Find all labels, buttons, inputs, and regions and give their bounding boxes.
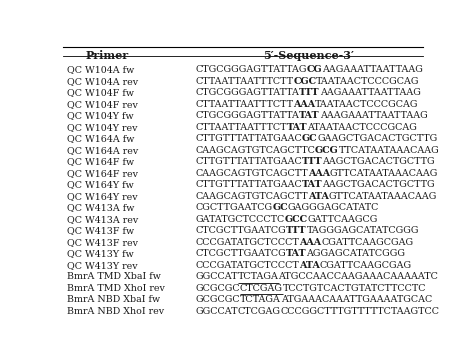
Text: TCTAGA: TCTAGA [237,272,279,281]
Text: QC W164Y rev: QC W164Y rev [66,192,137,201]
Text: AAGAAATTAATTAAG: AAGAAATTAATTAAG [322,66,423,74]
Text: GATATGCTCCCTC: GATATGCTCCCTC [195,215,284,224]
Text: CGATTCAAGCGAG: CGATTCAAGCGAG [321,238,413,247]
Text: QC W104A fw: QC W104A fw [66,66,134,74]
Text: AAA: AAA [299,238,321,247]
Text: CCCGATATGCTCCCT: CCCGATATGCTCCCT [195,261,299,270]
Text: CTCGCTTGAATCG: CTCGCTTGAATCG [195,226,286,235]
Text: QC W413Y rev: QC W413Y rev [66,261,137,270]
Text: QC W164A fw: QC W164A fw [66,134,134,143]
Text: QC W413A fw: QC W413A fw [66,203,134,212]
Text: CTGCGGGAGTTATTAG: CTGCGGGAGTTATTAG [195,66,307,74]
Text: 5′-Sequence-3′: 5′-Sequence-3′ [264,50,355,61]
Text: CCCGGCTTTGTTTTTCTAAGTCC: CCCGGCTTTGTTTTTCTAAGTCC [281,307,440,316]
Text: CG: CG [307,66,322,74]
Text: BmrA TMD XbaI fw: BmrA TMD XbaI fw [66,272,161,281]
Text: CGATTCAAGCGAG: CGATTCAAGCGAG [320,261,412,270]
Text: QC W164Y fw: QC W164Y fw [66,180,133,189]
Text: TAATAACTCCCGCAG: TAATAACTCCCGCAG [315,100,419,109]
Text: TAGGGAGCATATCGGG: TAGGGAGCATATCGGG [307,226,419,235]
Text: GGCCAT: GGCCAT [195,272,237,281]
Text: QC W413F fw: QC W413F fw [66,226,134,235]
Text: AAGAAATTAATTAAG: AAGAAATTAATTAAG [319,88,420,97]
Text: GCGCGC: GCGCGC [195,295,240,304]
Text: AAA: AAA [308,169,330,178]
Text: QC W413A rev: QC W413A rev [66,215,138,224]
Text: TTCATAATAAACAAG: TTCATAATAAACAAG [339,146,439,155]
Text: AAGCTGACACTGCTTG: AAGCTGACACTGCTTG [322,180,435,189]
Text: QC W104Y fw: QC W104Y fw [66,111,133,120]
Text: QC W104F fw: QC W104F fw [66,88,134,97]
Text: TAATAACTCCCGCAG: TAATAACTCCCGCAG [316,77,420,86]
Text: ATA: ATA [299,261,320,270]
Text: TTT: TTT [302,157,322,166]
Text: GAAGCTGACACTGCTTG: GAAGCTGACACTGCTTG [318,134,438,143]
Text: GCC: GCC [284,215,308,224]
Text: CAAGCAGTGTCAGCTT: CAAGCAGTGTCAGCTT [195,169,308,178]
Text: CTTGTTTATTATGAAC: CTTGTTTATTATGAAC [195,134,302,143]
Text: TTT: TTT [299,88,319,97]
Text: CGC: CGC [293,77,316,86]
Text: CTCGAG: CTCGAG [240,284,283,293]
Text: QC W164F fw: QC W164F fw [66,157,134,166]
Text: AGGAGCATATCGGG: AGGAGCATATCGGG [307,249,406,258]
Text: ATGAAACAAATTGAAAATGCAC: ATGAAACAAATTGAAAATGCAC [281,295,432,304]
Text: CTGCGGGAGTTATTA: CTGCGGGAGTTATTA [195,111,299,120]
Text: CTTGTTTATTATGAAC: CTTGTTTATTATGAAC [195,157,302,166]
Text: TTT: TTT [286,226,307,235]
Text: GAGGGAGCATATC: GAGGGAGCATATC [288,203,379,212]
Text: AAAGAAATTAATTAAG: AAAGAAATTAATTAAG [319,111,428,120]
Text: CTCGAG: CTCGAG [237,307,281,316]
Text: TAT: TAT [286,249,307,258]
Text: BmrA NBD XbaI fw: BmrA NBD XbaI fw [66,295,160,304]
Text: TAT: TAT [299,111,319,120]
Text: CAAGCAGTGTCAGCTTC: CAAGCAGTGTCAGCTTC [195,146,315,155]
Text: CTGCGGGAGTTATTA: CTGCGGGAGTTATTA [195,88,299,97]
Text: CAAGCAGTGTCAGCTT: CAAGCAGTGTCAGCTT [195,192,308,201]
Text: GTTCATAATAAACAAG: GTTCATAATAAACAAG [330,169,438,178]
Text: AAGCTGACACTGCTTG: AAGCTGACACTGCTTG [322,157,435,166]
Text: QC W413Y fw: QC W413Y fw [66,249,133,258]
Text: ATGCCAACCAAGAAACAAAAATC: ATGCCAACCAAGAAACAAAAATC [279,272,438,281]
Text: QC W164F rev: QC W164F rev [66,169,137,178]
Text: BmrA NBD XhoI rev: BmrA NBD XhoI rev [66,307,164,316]
Text: Primer: Primer [85,50,128,61]
Text: CTTAATTAATTTCTT: CTTAATTAATTTCTT [195,77,293,86]
Text: CTTGTTTATTATGAAC: CTTGTTTATTATGAAC [195,180,302,189]
Text: QC W413F rev: QC W413F rev [66,238,137,247]
Text: BmrA TMD XhoI rev: BmrA TMD XhoI rev [66,284,164,293]
Text: ATA: ATA [308,192,328,201]
Text: ATAATAACTCCCGCAG: ATAATAACTCCCGCAG [307,123,417,132]
Text: CTTAATTAATTTCTT: CTTAATTAATTTCTT [195,100,293,109]
Text: QC W104Y rev: QC W104Y rev [66,123,137,132]
Text: AAA: AAA [293,100,315,109]
Text: CCCGATATGCTCCCT: CCCGATATGCTCCCT [195,238,299,247]
Text: CTTAATTAATTTCT: CTTAATTAATTTCT [195,123,287,132]
Text: GCGCGC: GCGCGC [195,284,240,293]
Text: CTCGCTTGAATCG: CTCGCTTGAATCG [195,249,286,258]
Text: GTTCATAATAAACAAG: GTTCATAATAAACAAG [328,192,437,201]
Text: CGCTTGAATCG: CGCTTGAATCG [195,203,272,212]
Text: TAT: TAT [287,123,307,132]
Text: GATTCAAGCG: GATTCAAGCG [308,215,378,224]
Text: GGCCAT: GGCCAT [195,307,237,316]
Text: TCTAGA: TCTAGA [240,295,281,304]
Text: GCG: GCG [315,146,339,155]
Text: GC: GC [272,203,288,212]
Text: TAT: TAT [302,180,322,189]
Text: TCCTGTCACTGTATCTTCCTC: TCCTGTCACTGTATCTTCCTC [283,284,426,293]
Text: QC W104F rev: QC W104F rev [66,100,137,109]
Text: GC: GC [302,134,318,143]
Text: QC W104A rev: QC W104A rev [66,77,138,86]
Text: QC W164A rev: QC W164A rev [66,146,138,155]
